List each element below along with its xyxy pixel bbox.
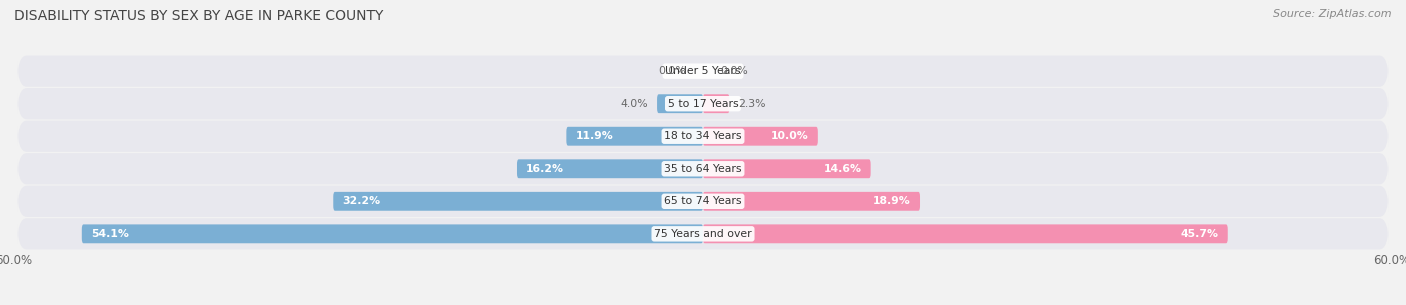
Text: 2.3%: 2.3% bbox=[738, 99, 766, 109]
FancyBboxPatch shape bbox=[17, 153, 1389, 185]
Text: 0.0%: 0.0% bbox=[658, 66, 686, 76]
FancyBboxPatch shape bbox=[17, 120, 1389, 152]
Text: 32.2%: 32.2% bbox=[343, 196, 381, 206]
Text: 54.1%: 54.1% bbox=[91, 229, 129, 239]
FancyBboxPatch shape bbox=[517, 159, 703, 178]
Legend: Male, Female: Male, Female bbox=[634, 304, 772, 305]
Text: 45.7%: 45.7% bbox=[1181, 229, 1219, 239]
Text: 14.6%: 14.6% bbox=[824, 164, 862, 174]
FancyBboxPatch shape bbox=[567, 127, 703, 146]
FancyBboxPatch shape bbox=[17, 56, 1389, 87]
FancyBboxPatch shape bbox=[17, 88, 1389, 119]
Text: Source: ZipAtlas.com: Source: ZipAtlas.com bbox=[1274, 9, 1392, 19]
FancyBboxPatch shape bbox=[657, 94, 703, 113]
FancyBboxPatch shape bbox=[17, 218, 1389, 249]
FancyBboxPatch shape bbox=[703, 94, 730, 113]
Text: 18.9%: 18.9% bbox=[873, 196, 911, 206]
Text: 18 to 34 Years: 18 to 34 Years bbox=[664, 131, 742, 141]
Text: DISABILITY STATUS BY SEX BY AGE IN PARKE COUNTY: DISABILITY STATUS BY SEX BY AGE IN PARKE… bbox=[14, 9, 384, 23]
FancyBboxPatch shape bbox=[703, 192, 920, 211]
Text: 11.9%: 11.9% bbox=[575, 131, 613, 141]
Text: 5 to 17 Years: 5 to 17 Years bbox=[668, 99, 738, 109]
FancyBboxPatch shape bbox=[703, 224, 1227, 243]
FancyBboxPatch shape bbox=[703, 159, 870, 178]
Text: Under 5 Years: Under 5 Years bbox=[665, 66, 741, 76]
FancyBboxPatch shape bbox=[17, 186, 1389, 217]
FancyBboxPatch shape bbox=[82, 224, 703, 243]
FancyBboxPatch shape bbox=[333, 192, 703, 211]
Text: 75 Years and over: 75 Years and over bbox=[654, 229, 752, 239]
Text: 10.0%: 10.0% bbox=[770, 131, 808, 141]
Text: 35 to 64 Years: 35 to 64 Years bbox=[664, 164, 742, 174]
Text: 0.0%: 0.0% bbox=[720, 66, 748, 76]
FancyBboxPatch shape bbox=[703, 127, 818, 146]
Text: 16.2%: 16.2% bbox=[526, 164, 564, 174]
Text: 65 to 74 Years: 65 to 74 Years bbox=[664, 196, 742, 206]
Text: 4.0%: 4.0% bbox=[620, 99, 648, 109]
